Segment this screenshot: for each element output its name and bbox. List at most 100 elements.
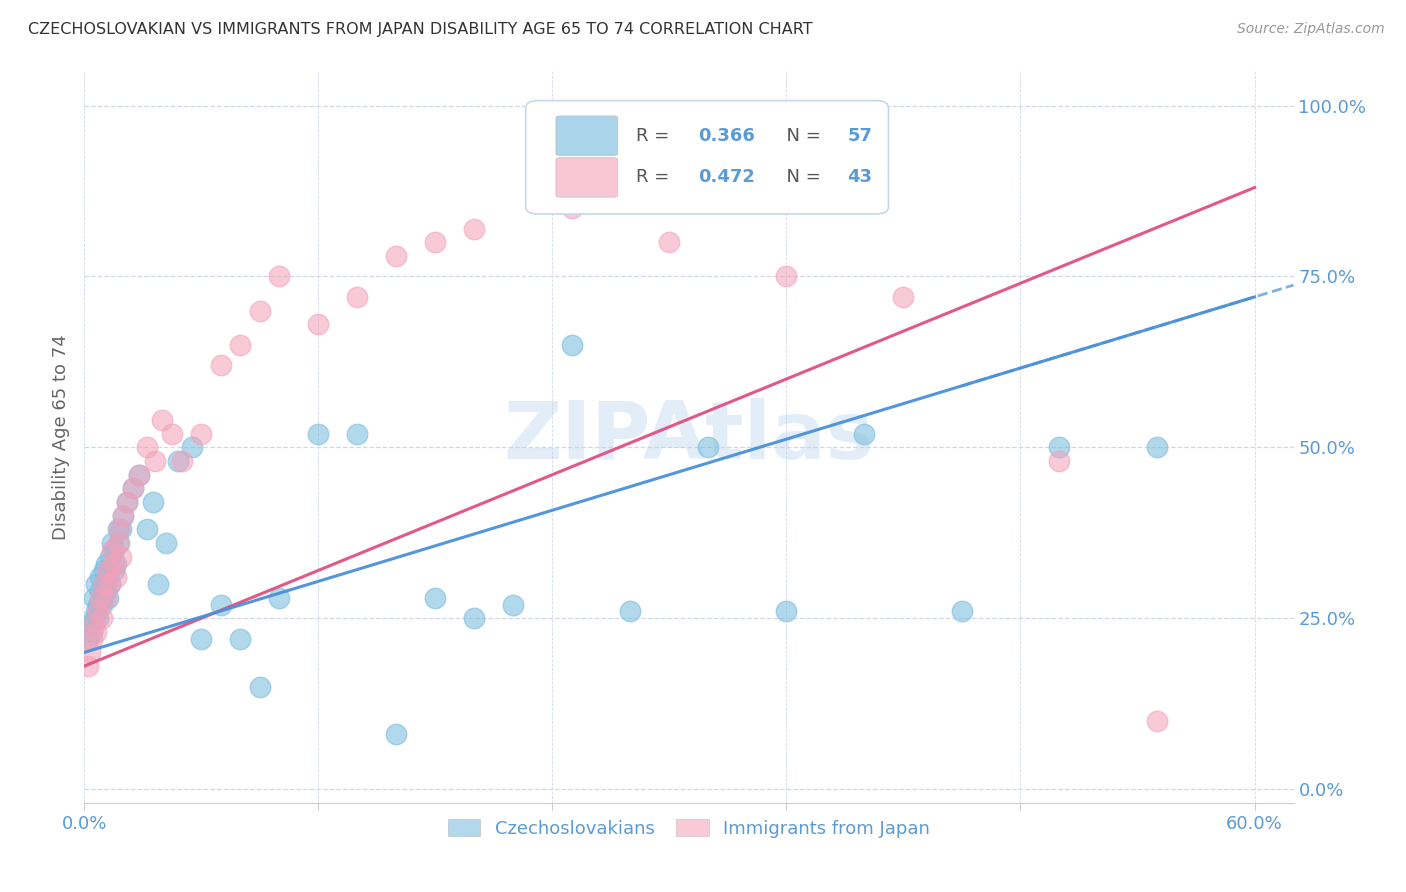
Point bbox=[249, 303, 271, 318]
Point bbox=[135, 440, 157, 454]
Point bbox=[108, 536, 131, 550]
Point bbox=[87, 604, 110, 618]
Point bbox=[103, 563, 125, 577]
Point bbox=[853, 426, 876, 441]
Point bbox=[775, 604, 797, 618]
Text: R =: R = bbox=[636, 127, 675, 145]
Point bbox=[83, 611, 105, 625]
Point bbox=[103, 542, 125, 557]
Point bbox=[775, 269, 797, 284]
Point bbox=[122, 481, 145, 495]
Point bbox=[89, 591, 111, 605]
Point bbox=[190, 632, 212, 646]
Point bbox=[190, 426, 212, 441]
Point bbox=[87, 598, 110, 612]
Point bbox=[104, 570, 127, 584]
Point bbox=[100, 536, 122, 550]
Point bbox=[83, 618, 105, 632]
Point bbox=[463, 611, 485, 625]
Point bbox=[107, 536, 129, 550]
Point bbox=[94, 557, 117, 571]
Y-axis label: Disability Age 65 to 74: Disability Age 65 to 74 bbox=[52, 334, 70, 540]
Point bbox=[385, 727, 408, 741]
Point bbox=[209, 598, 232, 612]
Point bbox=[108, 522, 131, 536]
Point bbox=[658, 235, 681, 250]
Point bbox=[112, 508, 135, 523]
Point bbox=[83, 591, 105, 605]
Point bbox=[619, 604, 641, 618]
Text: 57: 57 bbox=[848, 127, 872, 145]
Point bbox=[229, 338, 252, 352]
Point bbox=[107, 522, 129, 536]
Point bbox=[97, 570, 120, 584]
Point bbox=[385, 249, 408, 263]
Point bbox=[82, 632, 104, 646]
Point bbox=[150, 413, 173, 427]
Point bbox=[97, 591, 120, 605]
Point bbox=[94, 583, 117, 598]
Point bbox=[110, 522, 132, 536]
Point bbox=[84, 624, 107, 639]
Point bbox=[1049, 454, 1071, 468]
Point bbox=[112, 508, 135, 523]
Point bbox=[307, 426, 329, 441]
Point bbox=[84, 604, 107, 618]
Point bbox=[463, 221, 485, 235]
Point bbox=[89, 583, 111, 598]
Point bbox=[180, 440, 202, 454]
Point bbox=[104, 557, 127, 571]
Point bbox=[100, 542, 122, 557]
Point bbox=[98, 549, 121, 564]
Point bbox=[98, 577, 121, 591]
Text: 0.366: 0.366 bbox=[699, 127, 755, 145]
Point bbox=[143, 454, 166, 468]
Point bbox=[87, 611, 110, 625]
Point bbox=[160, 426, 183, 441]
Point bbox=[893, 290, 915, 304]
Point bbox=[155, 536, 177, 550]
Text: 0.472: 0.472 bbox=[699, 169, 755, 186]
Point bbox=[77, 632, 100, 646]
Point bbox=[90, 611, 112, 625]
Point bbox=[98, 577, 121, 591]
Point bbox=[97, 563, 120, 577]
FancyBboxPatch shape bbox=[526, 101, 889, 214]
Point bbox=[84, 577, 107, 591]
Point bbox=[1146, 440, 1168, 454]
Point bbox=[229, 632, 252, 646]
Point bbox=[269, 269, 291, 284]
Point bbox=[950, 604, 973, 618]
Point bbox=[249, 680, 271, 694]
Point bbox=[269, 591, 291, 605]
Point bbox=[307, 318, 329, 332]
Text: Source: ZipAtlas.com: Source: ZipAtlas.com bbox=[1237, 22, 1385, 37]
Point bbox=[89, 570, 111, 584]
Point bbox=[561, 201, 583, 215]
Legend: Czechoslovakians, Immigrants from Japan: Czechoslovakians, Immigrants from Japan bbox=[440, 812, 938, 845]
Text: 43: 43 bbox=[848, 169, 872, 186]
Point bbox=[425, 591, 447, 605]
Text: ZIPAtlas: ZIPAtlas bbox=[503, 398, 875, 476]
Text: CZECHOSLOVAKIAN VS IMMIGRANTS FROM JAPAN DISABILITY AGE 65 TO 74 CORRELATION CHA: CZECHOSLOVAKIAN VS IMMIGRANTS FROM JAPAN… bbox=[28, 22, 813, 37]
Point bbox=[77, 659, 100, 673]
Text: N =: N = bbox=[775, 169, 827, 186]
Point bbox=[128, 467, 150, 482]
Text: N =: N = bbox=[775, 127, 827, 145]
Point bbox=[170, 454, 193, 468]
Point bbox=[346, 426, 368, 441]
Point bbox=[79, 618, 101, 632]
Point bbox=[93, 577, 115, 591]
Point bbox=[1049, 440, 1071, 454]
Point bbox=[167, 454, 190, 468]
Point bbox=[90, 591, 112, 605]
Point bbox=[110, 549, 132, 564]
Point bbox=[697, 440, 720, 454]
Text: R =: R = bbox=[636, 169, 675, 186]
Point bbox=[90, 598, 112, 612]
Point bbox=[135, 522, 157, 536]
Point bbox=[122, 481, 145, 495]
FancyBboxPatch shape bbox=[555, 116, 617, 155]
Point bbox=[425, 235, 447, 250]
Point bbox=[79, 645, 101, 659]
